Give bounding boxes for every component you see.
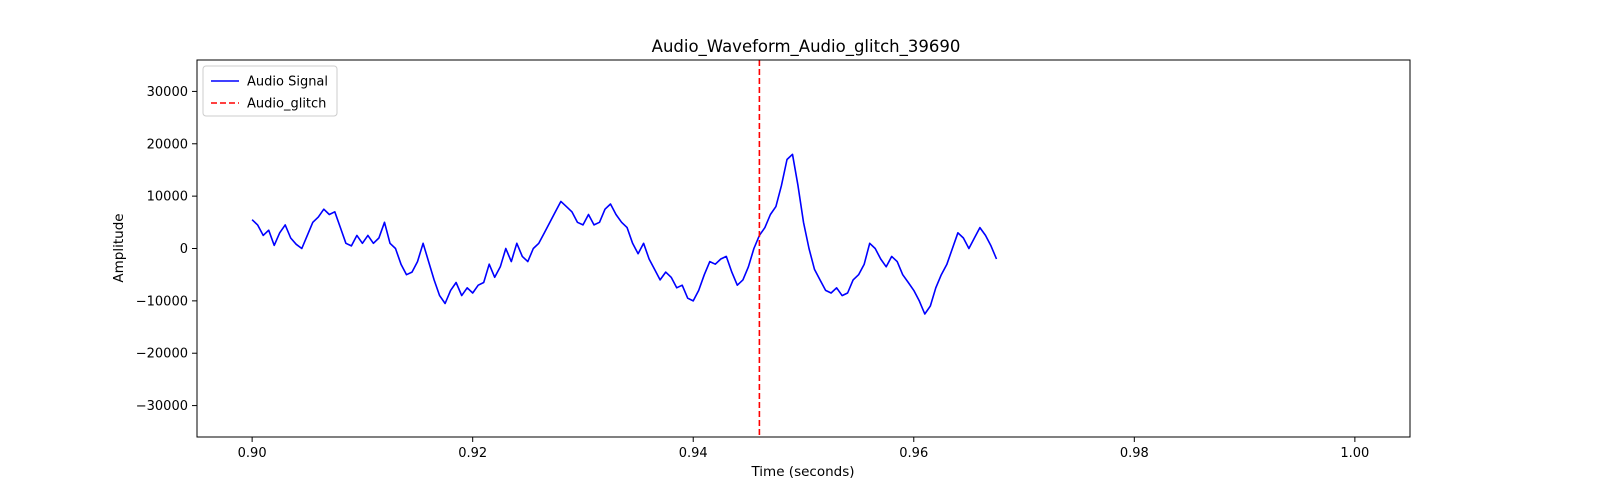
y-axis-label: Amplitude [111, 213, 127, 282]
y-tick-label: 0 [180, 242, 188, 257]
plot-area [251, 60, 998, 437]
x-tick-label: 0.92 [458, 446, 487, 461]
x-tick-label: 0.90 [238, 446, 267, 461]
x-tick-label: 0.98 [1120, 446, 1149, 461]
y-tick-label: −20000 [136, 347, 188, 362]
legend-label: Audio Signal [247, 75, 328, 90]
x-axis: 0.90 0.92 0.94 0.96 0.98 1.00 [238, 437, 1369, 461]
plot-frame [196, 59, 1411, 438]
x-tick-label: 0.96 [899, 446, 928, 461]
y-tick-label: −10000 [136, 294, 188, 309]
y-tick-label: 20000 [147, 137, 188, 152]
chart-title: Audio_Waveform_Audio_glitch_39690 [652, 37, 961, 57]
y-tick-label: −30000 [136, 399, 188, 414]
series-line-audio-signal [251, 153, 998, 315]
legend-label: Audio_glitch [247, 97, 326, 112]
legend: Audio Signal Audio_glitch [202, 65, 338, 117]
y-axis: −30000 −20000 −10000 0 10000 20000 30000 [136, 85, 197, 414]
y-tick-label: 30000 [147, 85, 188, 100]
x-axis-label: Time (seconds) [750, 464, 854, 480]
legend-box [202, 65, 338, 117]
x-tick-label: 1.00 [1340, 446, 1369, 461]
x-tick-label: 0.94 [679, 446, 708, 461]
y-tick-label: 10000 [147, 190, 188, 205]
